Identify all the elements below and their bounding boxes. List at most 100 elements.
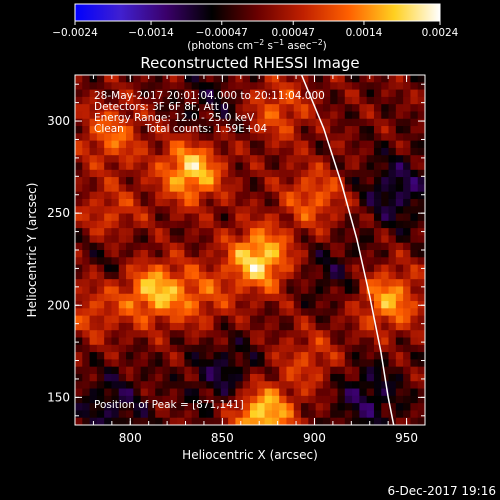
heatmap-cell bbox=[104, 286, 112, 295]
heatmap-cell bbox=[242, 126, 251, 134]
heatmap-cell bbox=[206, 359, 214, 368]
heatmap-cell bbox=[184, 410, 193, 419]
heatmap-cell bbox=[417, 257, 425, 265]
heatmap-cell bbox=[264, 403, 273, 411]
heatmap-cell bbox=[286, 242, 295, 251]
heatmap-cell bbox=[177, 184, 185, 193]
heatmap-cell bbox=[257, 140, 265, 149]
heatmap-cell bbox=[96, 198, 105, 207]
heatmap-cell bbox=[96, 235, 105, 244]
heatmap-cell bbox=[410, 279, 419, 287]
heatmap-cell bbox=[147, 140, 156, 149]
heatmap-cell bbox=[155, 286, 163, 295]
heatmap-cell bbox=[191, 410, 200, 419]
heatmap-cell bbox=[82, 242, 90, 251]
heatmap-cell bbox=[213, 264, 222, 273]
heatmap-cell bbox=[111, 111, 120, 120]
heatmap-cell bbox=[250, 206, 258, 214]
heatmap-cell bbox=[257, 264, 265, 273]
heatmap-cell bbox=[337, 279, 346, 287]
heatmap-cell bbox=[308, 206, 317, 214]
heatmap-cell bbox=[286, 381, 295, 389]
heatmap-cell bbox=[242, 118, 251, 127]
heatmap-cell bbox=[293, 206, 302, 214]
heatmap-cell bbox=[198, 410, 207, 419]
heatmap-cell bbox=[184, 308, 193, 317]
heatmap-cell bbox=[301, 381, 309, 389]
heatmap-cell bbox=[162, 89, 171, 98]
heatmap-cell bbox=[89, 403, 98, 411]
heatmap-cell bbox=[235, 140, 244, 149]
heatmap-cell bbox=[177, 388, 185, 397]
heatmap-cell bbox=[344, 279, 353, 287]
heatmap-cell bbox=[111, 257, 120, 265]
heatmap-cell bbox=[417, 337, 425, 346]
heatmap-cell bbox=[410, 184, 419, 193]
heatmap-cell bbox=[352, 344, 360, 353]
heatmap-cell bbox=[381, 344, 389, 353]
heatmap-cell bbox=[126, 337, 134, 346]
heatmap-cell bbox=[344, 366, 353, 375]
heatmap-cell bbox=[198, 75, 207, 83]
heatmap-cell bbox=[96, 344, 105, 353]
heatmap-cell bbox=[155, 242, 163, 251]
heatmap-cell bbox=[279, 140, 287, 149]
heatmap-cell bbox=[381, 89, 389, 98]
heatmap-cell bbox=[250, 388, 258, 397]
heatmap-cell bbox=[250, 184, 258, 193]
heatmap-cell bbox=[395, 228, 404, 236]
heatmap-cell bbox=[344, 198, 353, 207]
heatmap-cell bbox=[395, 169, 404, 178]
heatmap-cell bbox=[403, 155, 411, 163]
heatmap-cell bbox=[177, 140, 185, 149]
heatmap-cell bbox=[104, 118, 112, 127]
heatmap-cell bbox=[206, 308, 214, 317]
heatmap-cell bbox=[155, 206, 163, 214]
heatmap-cell bbox=[191, 264, 200, 273]
heatmap-cell bbox=[198, 250, 207, 258]
heatmap-cell bbox=[250, 242, 258, 251]
heatmap-cell bbox=[140, 191, 149, 200]
heatmap-cell bbox=[169, 279, 178, 287]
heatmap-cell bbox=[133, 177, 142, 185]
heatmap-cell bbox=[140, 147, 149, 156]
heatmap-cell bbox=[257, 118, 265, 127]
heatmap-cell bbox=[235, 242, 244, 251]
heatmap-cell bbox=[126, 410, 134, 419]
heatmap-cell bbox=[403, 337, 411, 346]
heatmap-cell bbox=[147, 220, 156, 229]
heatmap-cell bbox=[337, 155, 346, 163]
heatmap-cell bbox=[286, 352, 295, 360]
heatmap-cell bbox=[388, 359, 397, 368]
heatmap-cell bbox=[352, 126, 360, 134]
heatmap-cell bbox=[286, 286, 295, 295]
heatmap-cell bbox=[257, 373, 265, 382]
heatmap-cell bbox=[352, 228, 360, 236]
heatmap-cell bbox=[191, 162, 200, 171]
heatmap-cell bbox=[89, 352, 98, 360]
heatmap-cell bbox=[315, 126, 324, 134]
heatmap-cell bbox=[133, 147, 142, 156]
heatmap-cell bbox=[220, 417, 229, 425]
heatmap-cell bbox=[257, 155, 265, 163]
heatmap-cell bbox=[344, 111, 353, 120]
heatmap-cell bbox=[293, 126, 302, 134]
heatmap-cell bbox=[366, 118, 375, 127]
heatmap-cell bbox=[228, 111, 236, 120]
heatmap-cell bbox=[286, 126, 295, 134]
heatmap-cell bbox=[169, 111, 178, 120]
heatmap-cell bbox=[169, 147, 178, 156]
heatmap-cell bbox=[381, 264, 389, 273]
heatmap-cell bbox=[177, 206, 185, 214]
heatmap-cell bbox=[177, 169, 185, 178]
heatmap-cell bbox=[147, 184, 156, 193]
heatmap-cell bbox=[220, 330, 229, 338]
heatmap-cell bbox=[191, 381, 200, 389]
heatmap-cell bbox=[169, 322, 178, 331]
heatmap-cell bbox=[75, 250, 83, 258]
heatmap-cell bbox=[96, 75, 105, 83]
heatmap-cell bbox=[308, 417, 317, 425]
heatmap-cell bbox=[315, 220, 324, 229]
heatmap-cell bbox=[395, 118, 404, 127]
heatmap-cell bbox=[75, 104, 83, 112]
